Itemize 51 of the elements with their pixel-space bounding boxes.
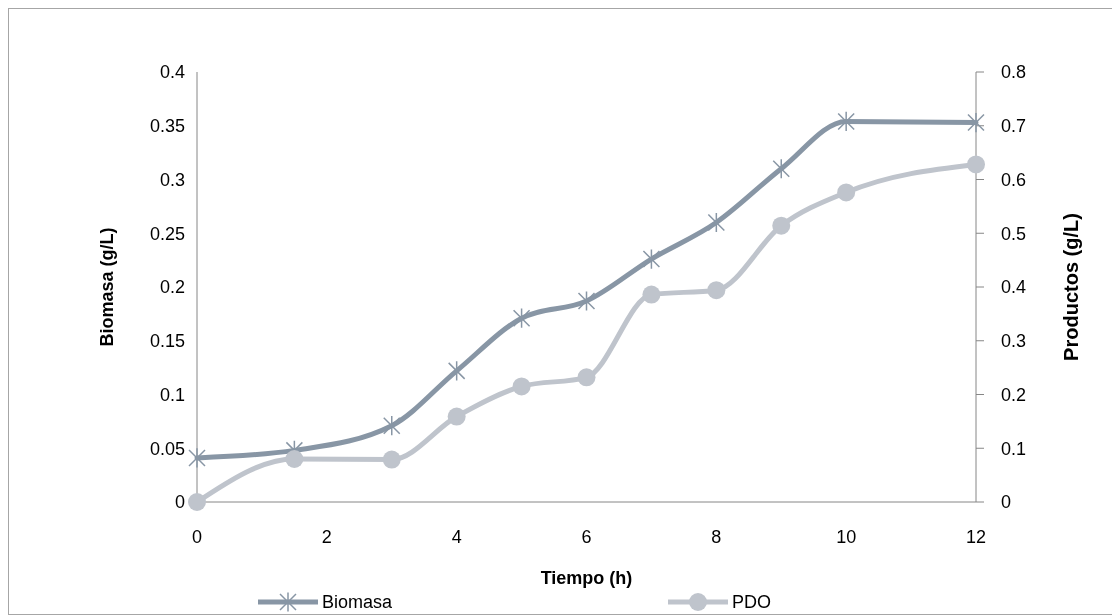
point (447, 407, 466, 426)
x-tick-label: 12 (965, 527, 987, 547)
y-tick-label: 0 (174, 492, 185, 513)
y2-tick-label: 0.7 (1001, 116, 1027, 137)
x-axis-title: Tiempo (h) (540, 568, 633, 588)
y-tick-label: 0.4 (159, 62, 185, 83)
x-tick-label: 8 (711, 527, 722, 547)
point (447, 360, 466, 382)
point (772, 158, 790, 180)
y-tick-label: 0.2 (159, 277, 185, 298)
y-tick-label: 0.25 (149, 223, 185, 244)
x-tick-label: 10 (836, 527, 857, 547)
y-tick-label: 0.15 (149, 331, 185, 352)
x-tick-label: 6 (581, 527, 592, 547)
point (512, 377, 531, 396)
y-tick-label: 0.35 (149, 116, 185, 137)
y2-tick-label: 0.2 (1001, 384, 1027, 405)
point (383, 415, 401, 437)
point (577, 290, 596, 312)
x-tick-label: 2 (321, 527, 332, 547)
point (642, 248, 661, 270)
y-axis-title: Biomasa (g/L) (97, 227, 117, 347)
x-tick-label: 4 (451, 527, 462, 547)
point (707, 212, 726, 233)
x-tick-label: 0 (191, 527, 203, 547)
y2-axis-title: Productos (g/L) (1060, 213, 1082, 361)
point (512, 307, 531, 329)
y2-tick-label: 0.1 (1001, 438, 1027, 459)
point (967, 112, 985, 133)
y2-tick-label: 0.5 (1001, 223, 1027, 244)
point (577, 368, 596, 387)
point (837, 111, 855, 132)
y-tick-label: 0.3 (159, 169, 185, 190)
point (772, 216, 791, 235)
point (837, 183, 856, 202)
point (967, 155, 985, 174)
y2-tick-label: 0.3 (1001, 331, 1027, 352)
point (382, 450, 401, 469)
y-tick-label: 0.1 (159, 384, 185, 405)
y2-tick-label: 0 (1001, 492, 1012, 513)
y2-tick-label: 0.8 (1001, 62, 1027, 83)
point (642, 285, 661, 304)
point (188, 447, 206, 469)
point (285, 450, 304, 468)
legend-label: Biomasa (322, 592, 394, 613)
point (707, 281, 726, 300)
y2-tick-label: 0.4 (1001, 277, 1027, 298)
legend-label: PDO (732, 592, 772, 613)
y2-tick-label: 0.6 (1001, 169, 1027, 190)
y-tick-label: 0.05 (149, 438, 185, 459)
point (188, 493, 206, 511)
